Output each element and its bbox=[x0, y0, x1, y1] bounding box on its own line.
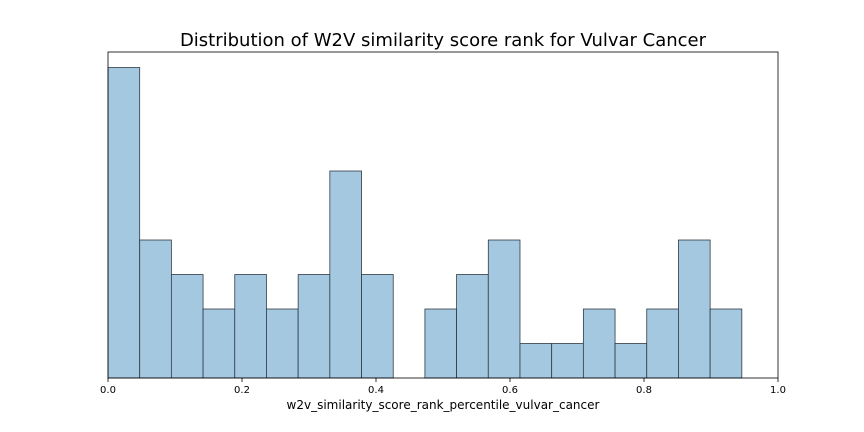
x-tick-label: 1.0 bbox=[770, 385, 786, 396]
histogram-bar bbox=[107, 67, 141, 379]
x-tick-label: 0.4 bbox=[368, 385, 384, 396]
histogram-bar bbox=[678, 239, 711, 379]
histogram-bar bbox=[646, 308, 679, 379]
x-tick-label: 0.8 bbox=[636, 385, 652, 396]
histogram-bar bbox=[582, 308, 616, 379]
histogram-bar bbox=[139, 239, 172, 379]
histogram-bar bbox=[487, 239, 521, 379]
bars-group bbox=[107, 67, 743, 379]
histogram-bar bbox=[551, 343, 584, 379]
x-tick-label: 0.0 bbox=[100, 385, 116, 396]
histogram-bar bbox=[614, 343, 648, 379]
histogram-bar bbox=[329, 170, 362, 379]
chart-title: Distribution of W2V similarity score ran… bbox=[180, 30, 707, 51]
x-tick-label: 0.6 bbox=[502, 385, 518, 396]
histogram-bar bbox=[424, 308, 458, 379]
plot-frame bbox=[107, 51, 779, 379]
x-tick-label: 0.2 bbox=[234, 385, 250, 396]
histogram-bar bbox=[709, 308, 743, 379]
x-axis-label: w2v_similarity_score_rank_percentile_vul… bbox=[287, 398, 600, 412]
histogram-bar bbox=[234, 274, 267, 379]
histogram-bar bbox=[202, 308, 236, 379]
histogram-bar bbox=[266, 308, 299, 379]
x-axis: 0.0 0.2 0.4 0.6 0.8 1.0 bbox=[100, 378, 786, 396]
histogram-bar bbox=[361, 274, 394, 379]
histogram-bar bbox=[297, 274, 331, 379]
histogram-bar bbox=[519, 343, 553, 379]
histogram-bar bbox=[170, 274, 204, 379]
histogram-bar bbox=[456, 274, 489, 379]
